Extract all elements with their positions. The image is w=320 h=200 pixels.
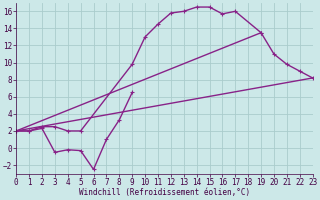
X-axis label: Windchill (Refroidissement éolien,°C): Windchill (Refroidissement éolien,°C): [79, 188, 250, 197]
